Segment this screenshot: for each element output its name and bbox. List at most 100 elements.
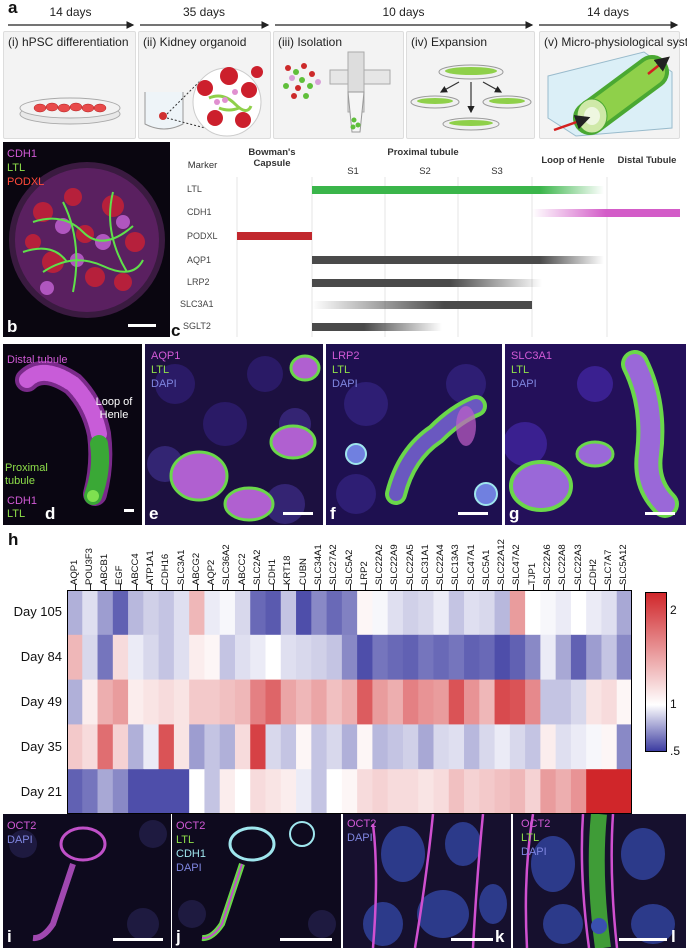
heatmap-column-tick [212,584,214,590]
heatmap-cell [82,724,98,770]
micrograph-oct2-closeup: OCT2 DAPI k [343,814,511,948]
scale-bar [113,938,163,941]
heatmap-column-tick [150,584,152,590]
heatmap-column-label: ABCC4 [129,553,141,585]
heatmap-cell [418,769,434,814]
heatmap-cell [234,590,251,636]
lrp2-image [336,364,498,514]
heatmap-cell [586,769,602,814]
heatmap-cell [387,724,404,770]
heatmap-column-label: SLC34A1 [312,544,324,585]
heatmap-cell [479,679,495,725]
bar-lrp2 [312,279,542,287]
heatmap-column-tick [105,584,107,590]
heatmap-column-tick [242,584,244,590]
heatmap-cell [219,679,236,725]
step-isolation: (iii) Isolation [273,31,404,139]
stain-label: LTL [7,162,26,174]
panel-label-f: f [330,504,336,523]
step-label: (ii) Kidney organoid [143,35,247,49]
heatmap-cell [296,724,312,770]
heatmap-cell [234,679,251,725]
heatmap-cell [616,590,632,636]
heatmap-cell [311,590,327,636]
colorbar-tick-label: .5 [670,744,681,758]
micrograph-lrp2: LRP2 LTL DAPI f [326,344,502,525]
panel-label-d: d [45,504,56,523]
oct2-ltl-cdh1-image [178,821,336,942]
stain-label: DAPI [7,834,33,846]
annotation-distal: Distal tubule [7,354,68,366]
heatmap-cell [326,679,343,725]
heatmap-column-label: SLC22A4 [435,544,447,585]
stain-label: LTL [521,832,540,844]
heatmap-cell [586,634,602,680]
heatmap-cell [112,634,129,680]
heatmap-cell [372,590,389,636]
heatmap-cell [204,590,221,636]
annotation-henle: Loop of Henle [95,396,133,421]
segment-s2: S2 [419,166,431,177]
stain-label: LTL [151,364,170,376]
marker-expression-chart: Marker Bowman's Capsule Proximal tubule … [175,142,685,342]
marker-lrp2: LRP2 [187,277,210,287]
heatmap-cell [586,679,602,725]
heatmap-column-label: SLC5A1 [480,549,492,585]
bar-slc3a1 [312,301,532,309]
heatmap-column-label: SLC47A2 [511,544,523,585]
timeline-duration-2: 35 days [182,5,226,19]
heatmap-cell [509,634,526,680]
micrograph-slc3a1: SLC3A1 LTL DAPI g [505,344,686,525]
heatmap-column-label: TJP1 [526,562,538,585]
heatmap-cell [158,590,175,636]
stain-label: LRP2 [332,350,360,362]
heatmap-column-tick [578,584,580,590]
heatmap-column-label: LRP2 [358,561,370,585]
heatmap-column-label: AQP2 [206,559,218,585]
colorbar-tick-label: 2 [670,602,677,617]
heatmap-cell [143,634,160,680]
heatmap-cell [219,590,236,636]
heatmap-column-label: SLC3A1 [175,549,187,585]
heatmap-column-label: SLC22A6 [542,544,553,585]
scale-bar [458,512,488,515]
heatmap-cell [189,724,205,770]
heatmap-column-label: ABCG2 [190,552,202,585]
heatmap-cell [402,679,419,725]
heatmap-cell [402,724,419,770]
heatmap-row-label: Day 49 [20,694,62,709]
heatmap-cell [341,724,358,770]
heatmap-cell [586,724,602,770]
heatmap-cell [67,590,83,636]
step-hpsc-differentiation: (i) hPSC differentiation [3,31,136,139]
heatmap-column-tick [486,584,488,590]
heatmap-cell [616,634,632,680]
heatmap-cell [204,769,221,814]
timeline-duration-3: 10 days [382,5,425,19]
annotation-proximal: Proximal tubule [5,462,48,487]
heatmap-cell [250,724,266,770]
heatmap-cell [570,679,587,725]
heatmap-cell [219,634,236,680]
heatmap-cell [311,769,327,814]
heatmap-cell [616,724,632,770]
heatmap-cell [555,590,572,636]
heatmap-column-tick [624,584,626,590]
panel-label-a: a [8,0,18,17]
heatmap-cell [158,769,175,814]
heatmap-cell [601,634,618,680]
heatmap-column-label: SLC5A12 [618,544,630,585]
heatmap-column-label: CDH16 [160,553,172,585]
stain-label: OCT2 [347,818,377,830]
stain-label: CDH1 [176,848,206,860]
heatmap-cell [82,634,98,680]
heatmap-column-tick [273,584,275,590]
bar-sglt2 [312,323,442,331]
panel-label-b: b [7,317,18,336]
heatmap-cell [250,769,266,814]
panel-label-i: i [7,927,12,946]
heatmap-column-tick [364,584,366,590]
heatmap-cell [601,724,618,770]
heatmap-cell [265,590,282,636]
heatmap-cell [540,679,557,725]
